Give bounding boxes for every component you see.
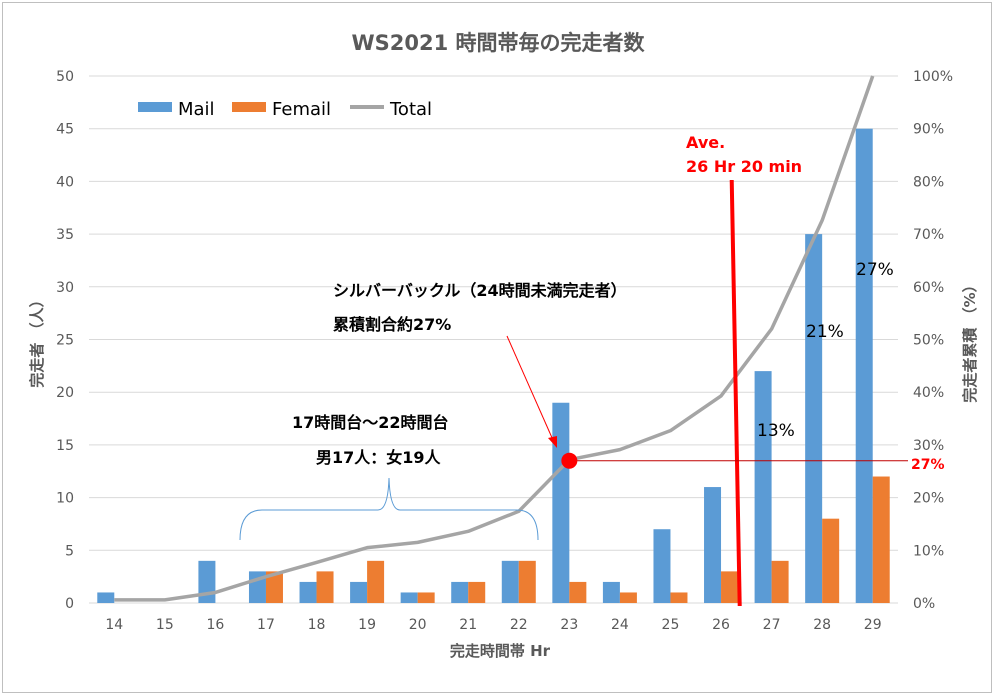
x-tick-label: 22 <box>510 617 528 633</box>
left-tick-label: 5 <box>65 543 74 559</box>
gender-count-note: 男17人：女19人 <box>316 448 442 467</box>
cumulative-27-label: 27% <box>911 457 945 473</box>
right-tick-label: 30% <box>913 438 944 454</box>
bar-mail <box>299 581 317 603</box>
bar-femail <box>569 581 587 603</box>
left-axis-ticks: 0 5 10 15 20 25 30 35 40 45 50 <box>56 69 74 612</box>
y-axis-label: 完走者 （人） <box>28 292 46 387</box>
x-tick-label: 25 <box>662 617 680 633</box>
left-tick-label: 10 <box>56 491 74 507</box>
label-28h-21pct: 21% <box>806 322 844 342</box>
left-tick-label: 40 <box>56 174 74 190</box>
right-tick-label: 0% <box>913 596 935 612</box>
silver-arrow <box>506 335 554 441</box>
bar-mail <box>97 592 115 603</box>
x-tick-label: 15 <box>156 617 174 633</box>
bar-femail <box>518 560 536 603</box>
average-value-label: 26 Hr 20 min <box>686 157 802 176</box>
right-tick-label: 10% <box>913 543 944 559</box>
bar-femail <box>367 560 385 603</box>
x-axis-label: 完走時間帯 Hr <box>450 642 551 660</box>
x-tick-label: 18 <box>308 617 326 633</box>
right-tick-label: 80% <box>913 174 944 190</box>
y2-axis-label: 完走者累積 （%） <box>961 277 979 402</box>
bar-femail <box>822 518 840 603</box>
x-tick-label: 17 <box>257 617 275 633</box>
x-tick-label: 14 <box>105 617 123 633</box>
left-tick-label: 0 <box>65 596 74 612</box>
right-axis-ticks: 0% 10% 20% 30% 40% 50% 60% 70% 80% 90% 100% <box>913 69 953 612</box>
left-tick-label: 35 <box>56 227 74 243</box>
label-29h-27pct: 27% <box>856 260 894 280</box>
bar-femail <box>417 592 435 603</box>
range-brace <box>239 477 539 541</box>
legend: Mail Femail Total <box>138 99 432 120</box>
bar-femail <box>771 560 789 603</box>
x-tick-label: 20 <box>409 617 427 633</box>
bar-mail <box>451 581 469 603</box>
left-tick-label: 30 <box>56 280 74 296</box>
bar-femail <box>265 571 283 603</box>
right-tick-label: 40% <box>913 385 944 401</box>
silver-buckle-note: シルバーバックル（24時間未満完走者） <box>333 281 627 300</box>
silver-arrow-head <box>548 436 557 448</box>
legend-swatch-mail <box>138 102 172 112</box>
bar-series <box>97 128 890 603</box>
bar-mail <box>198 560 216 603</box>
right-tick-label: 20% <box>913 491 944 507</box>
bar-mail <box>552 402 570 603</box>
right-tick-label: 90% <box>913 122 944 138</box>
gridlines <box>89 75 898 604</box>
range-note: 17時間台～22時間台 <box>292 413 449 432</box>
left-tick-label: 45 <box>56 122 74 138</box>
bar-mail <box>602 581 620 603</box>
bar-femail <box>670 592 688 603</box>
bar-mail <box>704 487 722 603</box>
left-tick-label: 25 <box>56 333 74 349</box>
legend-swatch-femail <box>232 102 266 112</box>
average-line <box>729 179 742 607</box>
legend-label-total: Total <box>389 99 432 120</box>
bar-mail <box>350 581 368 603</box>
x-tick-label: 27 <box>763 617 781 633</box>
x-tick-label: 16 <box>206 617 224 633</box>
bar-femail <box>619 592 637 603</box>
legend-label-mail: Mail <box>178 99 215 120</box>
total-line-series <box>114 75 875 602</box>
x-tick-label: 23 <box>560 617 578 633</box>
silver-buckle-marker <box>561 452 578 469</box>
x-tick-label: 28 <box>813 617 831 633</box>
total-line <box>114 75 875 602</box>
right-tick-label: 60% <box>913 280 944 296</box>
bar-mail <box>501 560 519 603</box>
bar-mail <box>805 234 823 603</box>
right-tick-label: 100% <box>913 69 953 85</box>
left-tick-label: 20 <box>56 385 74 401</box>
left-tick-label: 15 <box>56 438 74 454</box>
bar-femail <box>468 581 486 603</box>
x-tick-label: 19 <box>358 617 376 633</box>
x-tick-label: 29 <box>864 617 882 633</box>
bar-mail <box>653 529 671 603</box>
x-tick-label: 24 <box>611 617 629 633</box>
x-tick-label: 21 <box>459 617 477 633</box>
bar-mail <box>754 371 772 603</box>
right-tick-label: 70% <box>913 227 944 243</box>
bar-mail <box>400 592 418 603</box>
chart-title: WS2021 時間帯毎の完走者数 <box>351 31 645 55</box>
silver-buckle-ratio-note: 累積割合約27% <box>333 315 451 334</box>
bar-femail <box>872 476 890 603</box>
bar-mail <box>855 128 873 603</box>
label-27h-13pct: 13% <box>757 421 795 441</box>
x-tick-label: 26 <box>712 617 730 633</box>
bar-femail <box>316 571 334 603</box>
average-label: Ave. <box>686 133 725 152</box>
annotations: シルバーバックル（24時間未満完走者） 累積割合約27% 17時間台～22時間台… <box>239 133 945 607</box>
right-tick-label: 50% <box>913 333 944 349</box>
bar-femail <box>721 571 739 603</box>
left-tick-label: 50 <box>56 69 74 85</box>
legend-label-femail: Femail <box>272 99 331 120</box>
x-axis-ticks: 14 15 16 17 18 19 20 21 22 23 24 25 26 27 28 29 <box>105 617 881 633</box>
